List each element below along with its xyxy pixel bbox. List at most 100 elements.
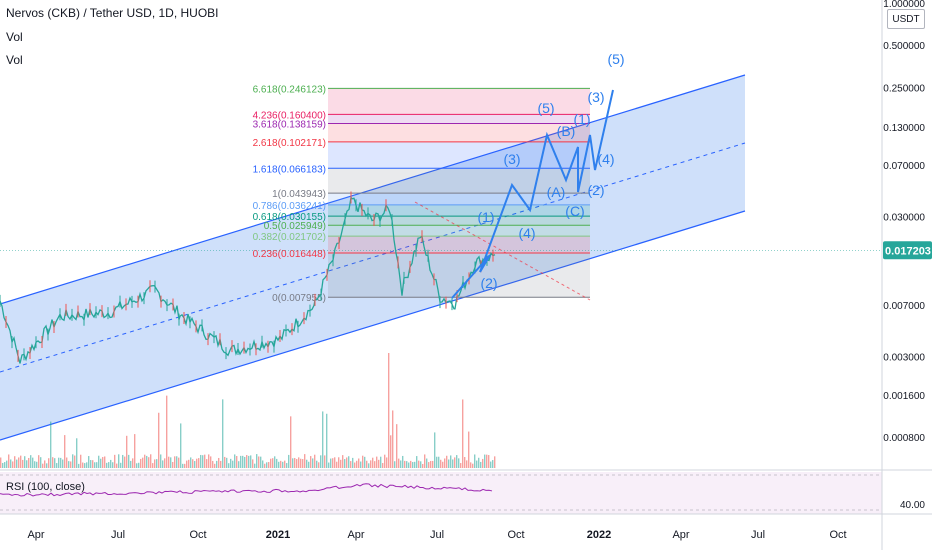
volume-bar <box>252 459 254 468</box>
volume-bar <box>226 457 228 468</box>
volume-bar <box>122 454 124 468</box>
volume-bar <box>340 459 342 468</box>
volume-bar <box>34 461 36 468</box>
volume-bar <box>310 456 312 468</box>
volume-bar <box>380 456 382 468</box>
volume-bar <box>238 461 240 468</box>
channel-fill <box>0 75 745 440</box>
volume-bar <box>52 457 54 468</box>
volume-bar <box>372 457 374 468</box>
volume-bar <box>442 461 444 468</box>
volume-bar <box>464 457 466 468</box>
volume-bar <box>0 457 2 468</box>
volume-bar <box>28 457 30 468</box>
rsi-series-line <box>0 483 493 497</box>
fib-zone <box>328 114 590 124</box>
volume-bar <box>142 457 144 468</box>
volume-bar <box>308 461 310 468</box>
time-axis-tick-label: Apr <box>347 529 364 541</box>
volume-bar <box>448 459 450 468</box>
volume-bar <box>352 457 354 468</box>
volume-bar <box>114 454 116 468</box>
volume-bar <box>436 456 438 468</box>
time-axis-tick-label: 2022 <box>587 529 611 541</box>
elliott-wave-label: (4) <box>518 225 535 241</box>
rsi-legend[interactable]: RSI (100, close) <box>6 481 85 493</box>
volume-bar <box>24 456 26 468</box>
price-axis-tick-label: 1.000000 <box>883 0 925 10</box>
volume-bar <box>136 463 138 468</box>
volume-bar <box>278 461 280 468</box>
volume-bar <box>256 454 258 468</box>
volume-bar <box>394 461 396 468</box>
volume-bar <box>296 459 298 468</box>
volume-bar <box>118 454 120 468</box>
volume-bar <box>58 457 60 468</box>
volume-bar <box>86 462 88 468</box>
volume-bar <box>98 455 100 468</box>
time-axis-tick-label: Jul <box>430 529 444 541</box>
volume-bar <box>430 460 432 468</box>
volume-bar <box>14 456 16 468</box>
volume-bar <box>246 455 248 468</box>
volume-bar <box>390 435 392 468</box>
volume-bar <box>158 412 160 468</box>
volume-bar <box>224 456 226 468</box>
volume-legend-2[interactable]: Vol <box>6 53 23 67</box>
volume-bar <box>48 458 50 468</box>
volume-bar <box>312 458 314 468</box>
volume-bar <box>360 461 362 468</box>
channel-upper-line <box>0 74 746 305</box>
volume-bar <box>66 457 68 468</box>
rsi-axis-tick-label: 40.00 <box>900 500 925 511</box>
volume-bar <box>134 434 136 468</box>
volume-bar <box>76 438 78 468</box>
volume-bar <box>234 454 236 468</box>
volume-bar <box>182 463 184 468</box>
volume-bar <box>20 455 22 468</box>
price-axis-tick-label: 0.003000 <box>883 353 925 364</box>
volume-bar <box>174 456 176 468</box>
volume-bar <box>434 432 436 468</box>
volume-bar <box>198 458 200 468</box>
volume-bar <box>378 459 380 468</box>
volume-bar <box>336 461 338 468</box>
volume-bar <box>146 455 148 468</box>
volume-bar <box>452 459 454 468</box>
volume-bar <box>254 463 256 468</box>
volume-bar <box>110 459 112 468</box>
volume-bar <box>38 455 40 468</box>
volume-bar <box>50 421 52 468</box>
volume-bar <box>46 463 48 468</box>
volume-bar <box>140 458 142 468</box>
chart-title: Nervos (CKB) / Tether USD, 1D, HUOBI <box>6 6 219 20</box>
volume-bar <box>320 455 322 468</box>
volume-bar <box>370 460 372 468</box>
elliott-wave-label: (5) <box>607 51 624 67</box>
elliott-wave-label: (1) <box>573 111 590 127</box>
volume-bar <box>292 458 294 468</box>
volume-bar <box>418 460 420 468</box>
time-axis-tick-label: Jul <box>751 529 765 541</box>
price-unit-selector[interactable]: USDT <box>887 9 925 29</box>
fib-level-label: 1(0.043943) <box>272 189 326 200</box>
fib-level-label: 0.382(0.021702) <box>253 232 326 243</box>
volume-bar <box>368 463 370 468</box>
fib-level-label: 0.5(0.025949) <box>264 221 326 232</box>
volume-bar <box>286 463 288 468</box>
volume-bar <box>170 457 172 468</box>
volume-bar <box>396 424 398 468</box>
fib-zone <box>328 141 590 169</box>
volume-bar <box>120 462 122 468</box>
fib-zone <box>328 168 590 194</box>
elliott-wave-label: (3) <box>587 89 604 105</box>
volume-bar <box>350 461 352 468</box>
volume-bar <box>474 454 476 468</box>
fib-level-label: 0.618(0.030155) <box>253 212 326 223</box>
volume-bar <box>154 459 156 468</box>
elliott-wave-label: (1) <box>477 209 494 225</box>
volume-bar <box>4 462 6 468</box>
volume-legend-1[interactable]: Vol <box>6 30 23 44</box>
volume-bar <box>478 457 480 468</box>
